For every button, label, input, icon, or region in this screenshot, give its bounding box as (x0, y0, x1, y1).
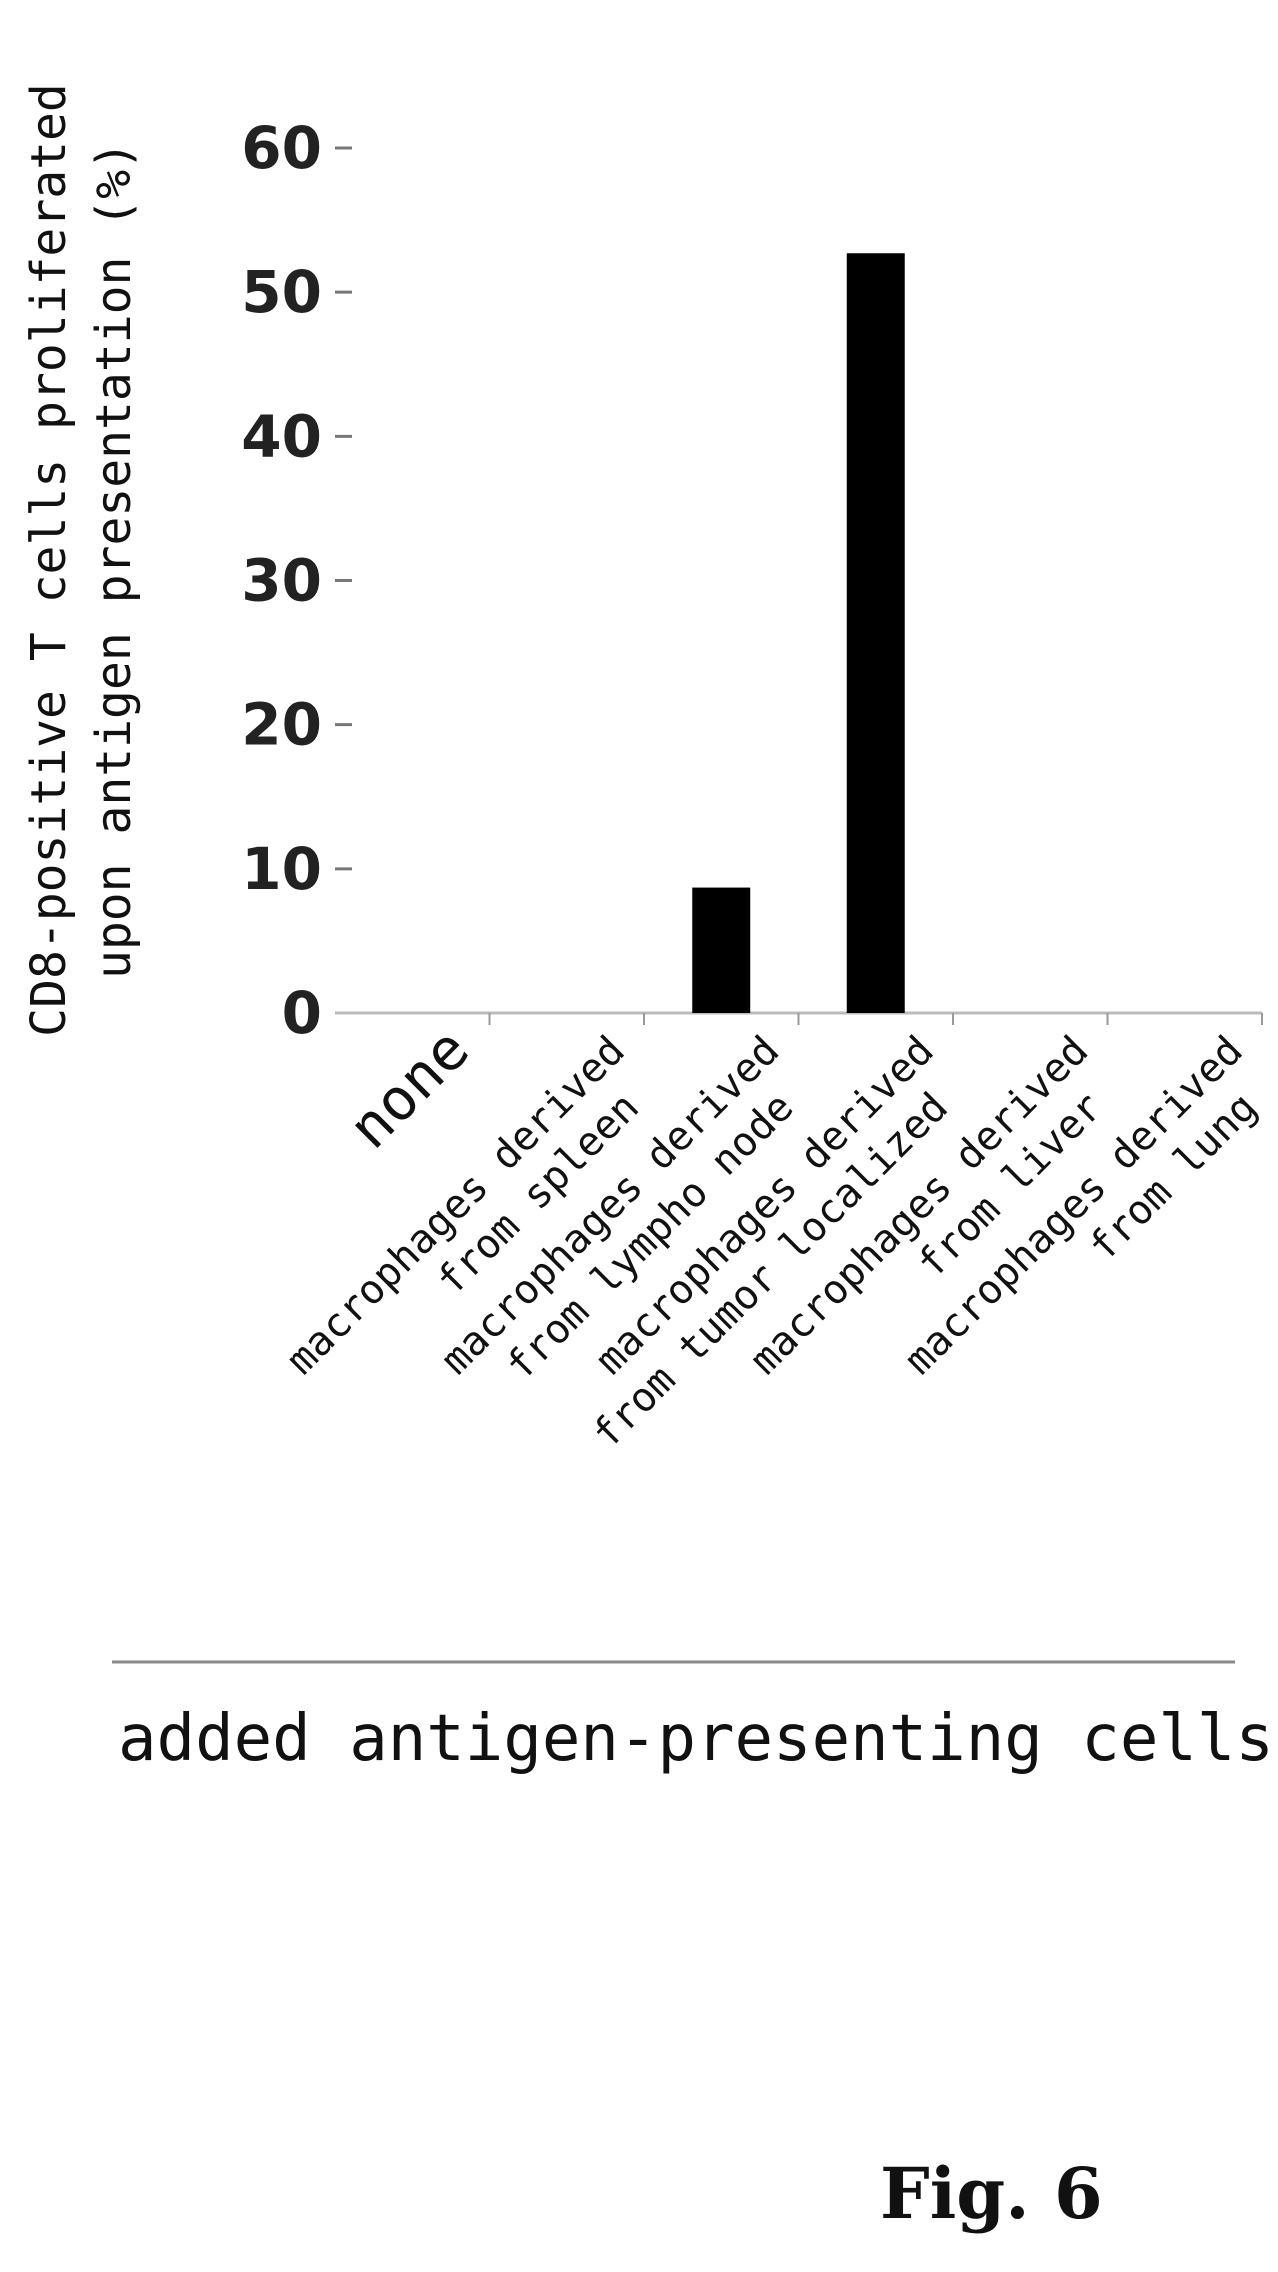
category-label: none (335, 1015, 482, 1162)
y-tick-label: 30 (241, 547, 322, 615)
category-label-line: none (335, 1015, 482, 1162)
y-label-line: CD8-positive T cells proliferated (21, 83, 77, 1037)
y-axis-label: CD8-positive T cells proliferated upon an… (21, 83, 142, 1037)
y-tick-label: 40 (241, 402, 322, 470)
y-axis-ticks: 0 10 20 30 40 50 60 (241, 114, 352, 1047)
y-tick-label: 50 (241, 258, 322, 326)
y-tick-label: 10 (241, 835, 322, 903)
x-axis-label: added antigen-presenting cells (118, 1702, 1274, 1776)
bar (692, 887, 751, 1013)
x-axis-ticks (488, 1013, 1263, 1025)
bars (692, 253, 905, 1013)
y-tick-label: 60 (241, 114, 322, 182)
bar (846, 253, 905, 1013)
y-label-line: upon antigen presentation (%) (86, 141, 142, 979)
y-tick-label: 20 (241, 691, 322, 759)
figure-label: Fig. 6 (880, 2152, 1103, 2235)
y-tick-label: 0 (282, 979, 322, 1047)
